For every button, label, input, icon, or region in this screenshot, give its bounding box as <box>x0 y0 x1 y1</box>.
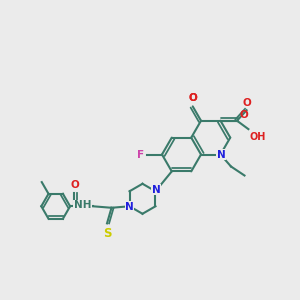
Text: O: O <box>70 180 79 190</box>
Text: NH: NH <box>74 200 92 210</box>
Text: O: O <box>242 98 251 108</box>
Text: N: N <box>125 202 134 212</box>
Text: N: N <box>152 185 161 195</box>
Text: O: O <box>188 93 197 103</box>
Text: O: O <box>239 110 248 119</box>
Text: O: O <box>189 93 198 103</box>
Text: N: N <box>217 149 226 160</box>
Text: F: F <box>137 149 144 160</box>
Text: OH: OH <box>249 131 266 142</box>
Text: S: S <box>103 227 111 240</box>
